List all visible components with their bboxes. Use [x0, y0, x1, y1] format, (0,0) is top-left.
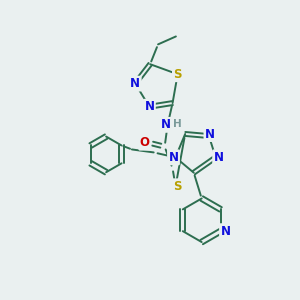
Text: N: N [169, 151, 178, 164]
Text: S: S [173, 68, 182, 81]
Text: N: N [160, 118, 171, 131]
Text: N: N [205, 128, 215, 141]
Text: N: N [214, 151, 224, 164]
Text: N: N [130, 77, 140, 90]
Text: O: O [140, 136, 150, 149]
Text: N: N [220, 225, 230, 238]
Text: S: S [173, 180, 182, 193]
Text: H: H [173, 119, 182, 129]
Text: N: N [144, 100, 154, 113]
